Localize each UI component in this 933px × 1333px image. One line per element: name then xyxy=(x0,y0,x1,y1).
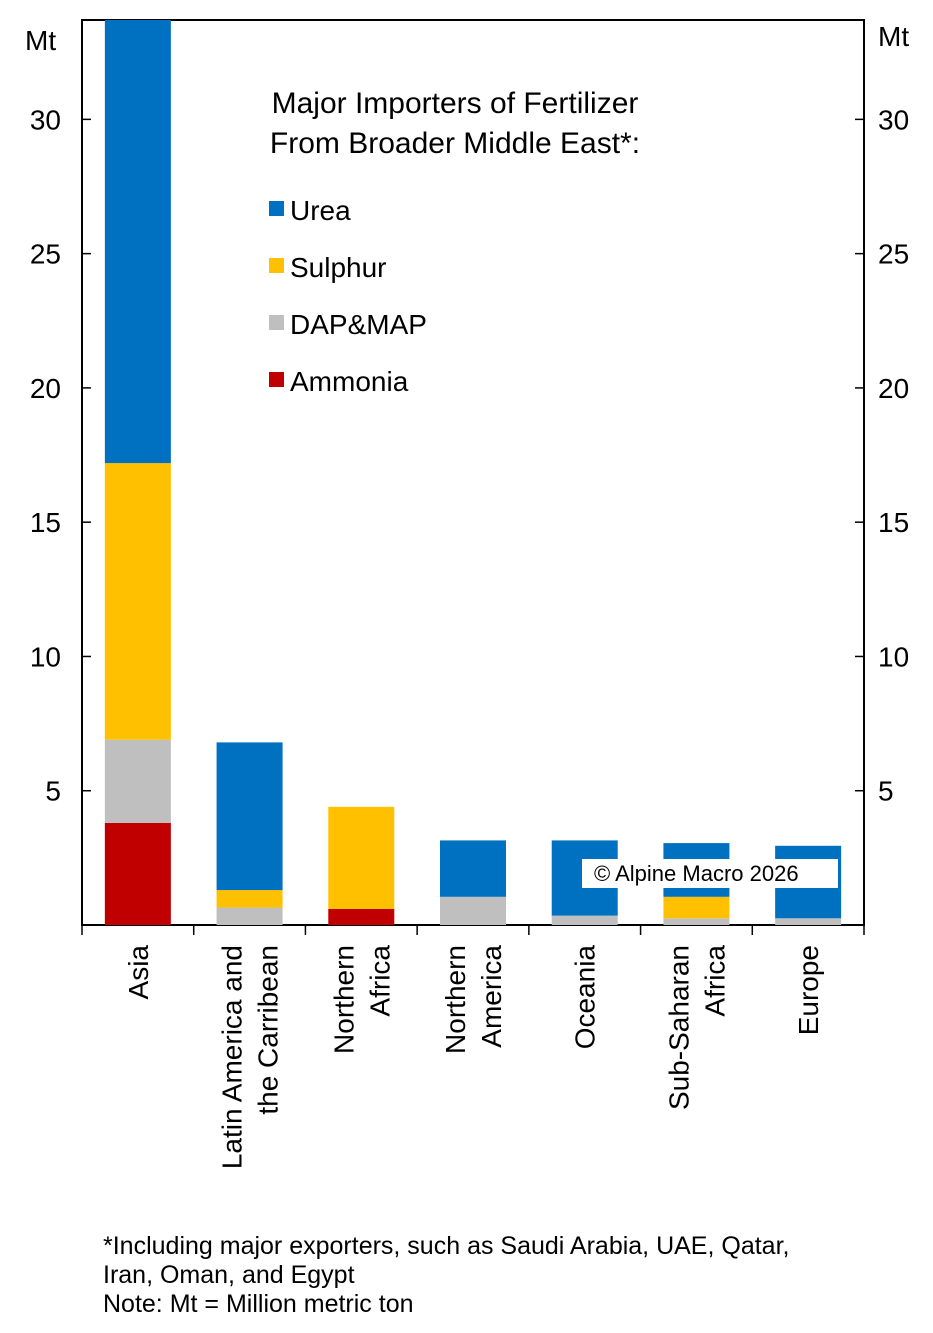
category-label-line: Northern xyxy=(440,945,471,1054)
bar-sulphur xyxy=(104,463,171,740)
bar-urea xyxy=(440,840,506,897)
category-label: Northern America xyxy=(440,945,507,1054)
y-tick-label-right: 10 xyxy=(878,641,909,672)
watermark-box xyxy=(582,859,838,888)
legend-swatch xyxy=(269,372,284,387)
y-tick-label-left: 20 xyxy=(30,373,61,404)
legend-label: Sulphur xyxy=(290,252,387,283)
legend-swatch xyxy=(269,201,284,216)
legend-label: DAP&MAP xyxy=(290,309,427,340)
bar-dap-map xyxy=(104,739,171,823)
bar-urea xyxy=(104,20,171,464)
y-tick-label-right: 25 xyxy=(878,239,909,270)
footnote-unit-note: Note: Mt = Million metric ton xyxy=(103,1290,414,1318)
y-tick-label-right: 15 xyxy=(878,507,909,538)
bar-dap-map xyxy=(663,918,730,925)
bar-ammonia xyxy=(104,822,171,925)
y-axis-unit-right: Mt xyxy=(878,21,909,52)
category-label-line: the Carribean xyxy=(253,945,284,1115)
category-label-line: Oceania xyxy=(570,945,601,1050)
category-label-line: Asia xyxy=(123,945,154,1000)
category-label-line: Africa xyxy=(364,945,395,1017)
category-label: Europe xyxy=(793,945,824,1035)
y-tick-label-left: 10 xyxy=(30,641,61,672)
bar-dap-map xyxy=(216,907,283,925)
category-label: Oceania xyxy=(570,945,601,1050)
bar-urea xyxy=(216,742,283,891)
y-tick-label-left: 25 xyxy=(30,239,61,270)
category-label: Latin America and the Carribean xyxy=(217,945,284,1169)
y-tick-label-right: 20 xyxy=(878,373,909,404)
category-label-line: Northern xyxy=(328,945,359,1054)
bar-dap-map xyxy=(551,915,618,925)
footnote-exporters-line-1: *Including major exporters, such as Saud… xyxy=(103,1232,790,1260)
legend-label: Urea xyxy=(290,195,351,226)
category-label-line: Africa xyxy=(699,945,730,1017)
y-tick-label-left: 15 xyxy=(30,507,61,538)
bar-sulphur xyxy=(216,890,283,908)
chart-title-line: Major Importers of Fertilizer xyxy=(272,87,639,120)
category-label-line: America xyxy=(476,945,507,1048)
legend-swatch xyxy=(269,258,284,273)
y-tick-label-right: 30 xyxy=(878,104,909,135)
category-label-line: Latin America and xyxy=(217,945,248,1169)
category-label: Northern Africa xyxy=(328,945,395,1054)
category-label: Asia xyxy=(123,945,154,1000)
chart-title: Major Importers of Fertilizer From Broade… xyxy=(270,87,640,160)
category-label-line: Europe xyxy=(793,945,824,1035)
y-tick-label-right: 5 xyxy=(878,776,894,807)
footnotes: *Including major exporters, such as Saud… xyxy=(103,1232,923,1319)
bar-sulphur xyxy=(663,896,730,919)
legend-label: Ammonia xyxy=(290,366,409,397)
y-tick-label-left: 5 xyxy=(45,776,61,807)
bar-dap-map xyxy=(440,896,506,925)
bar-sulphur xyxy=(328,806,395,909)
chart-title-line: From Broader Middle East*: xyxy=(270,127,640,160)
category-label: Sub-Saharan Africa xyxy=(663,945,730,1110)
category-label-line: Sub-Saharan xyxy=(663,945,694,1110)
legend-swatch xyxy=(269,315,284,330)
bar-ammonia xyxy=(328,908,395,925)
footnote-exporters-line-2: Iran, Oman, and Egypt xyxy=(103,1261,355,1289)
y-tick-label-left: 30 xyxy=(30,104,61,135)
bar-dap-map xyxy=(775,918,842,925)
y-axis-unit-left: Mt xyxy=(25,25,56,56)
watermark: © Alpine Macro 2026 xyxy=(594,861,799,886)
